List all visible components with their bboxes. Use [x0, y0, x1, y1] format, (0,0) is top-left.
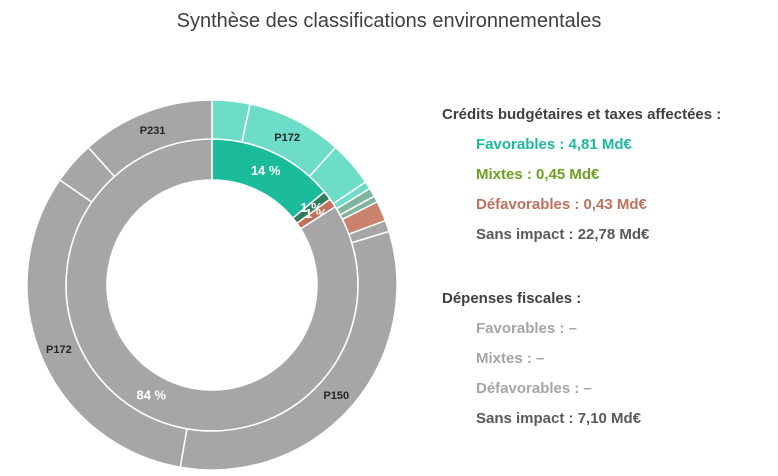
legend-fiscal-favorables: Favorables : – [476, 320, 577, 337]
legend-fiscal-sans-impact: Sans impact : 7,10 Md€ [476, 410, 642, 427]
outer-slice-label-10: P172 [46, 344, 72, 356]
legend-credits-defavorables: Défavorables : 0,43 Md€ [476, 196, 647, 213]
legend: Crédits budgétaires et taxes affectées :… [442, 104, 778, 438]
legend-fiscal-heading: Dépenses fiscales : [442, 290, 582, 307]
inner-slice-label-4: 84 % [136, 387, 166, 402]
legend-fiscal-defavorables: Défavorables : – [476, 380, 592, 397]
outer-slice-label-2: P172 [274, 132, 300, 144]
legend-credits-favorables: Favorables : 4,81 Md€ [476, 136, 632, 153]
chart-title: Synthèse des classifications environneme… [176, 10, 602, 32]
inner-slice-label-1: 14 % [251, 163, 281, 178]
outer-slice-label-9: P150 [323, 390, 349, 402]
legend-credits-mixtes: Mixtes : 0,45 Md€ [476, 166, 600, 183]
legend-fiscal-mixtes: Mixtes : – [476, 350, 545, 367]
outer-slice-9 [179, 230, 398, 471]
outer-slice-label-12: P231 [140, 125, 166, 137]
outer-slice-12 [87, 99, 213, 178]
legend-credits-heading: Crédits budgétaires et taxes affectées : [442, 106, 722, 123]
legend-credits-sans-impact: Sans impact : 22,78 Md€ [476, 226, 650, 243]
